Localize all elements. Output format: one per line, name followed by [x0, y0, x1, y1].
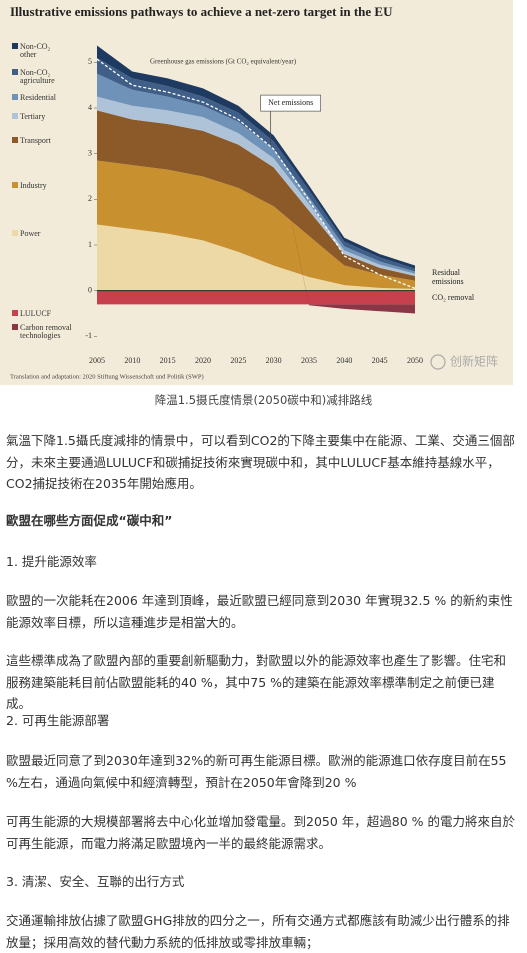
legend-swatch — [12, 113, 18, 119]
chart: Illustrative emissions pathways to achie… — [0, 0, 513, 385]
watermark: 创新矩阵 — [450, 354, 498, 369]
x-tick-label: 2025 — [230, 356, 246, 365]
y-tick-label: 4 — [88, 103, 92, 112]
y-tick-label: 1 — [88, 240, 92, 249]
area — [97, 96, 415, 277]
legend-swatch — [12, 137, 18, 143]
legend-label: Non-CO₂ other — [20, 41, 51, 59]
paragraph: 氣溫下降1.5攝氏度減排的情景中，可以看到CO2的下降主要集中在能源、工業、交通… — [6, 433, 515, 491]
area — [97, 224, 415, 291]
legend-swatch — [12, 310, 18, 316]
legend-label: Residential — [20, 92, 56, 102]
legend-label: Tertiary — [20, 111, 46, 121]
paragraph: 這些標準成為了歐盟內部的重要創新驅動力，對歐盟以外的能源效率也產生了影響。住宅和… — [6, 653, 507, 711]
source: Translation and adaptation: 2020 Stiftun… — [10, 373, 204, 380]
legend-swatch — [12, 94, 18, 100]
chart-svg: Illustrative emissions pathways to achie… — [0, 0, 513, 385]
y-tick-label: 2 — [88, 194, 92, 203]
paragraph: 歐盟的一次能耗在2006 年達到頂峰，最近歐盟已經同意到2030 年實現32.5… — [6, 593, 513, 630]
area — [97, 110, 415, 281]
callout-label: Net emissions — [268, 98, 313, 107]
legend-label: Carbon removal technologies — [20, 322, 72, 340]
paragraph: 交通運輸排放佔據了歐盟GHG排放的四分之一，所有交通方式都應該有助減少出行體系的… — [6, 913, 510, 950]
subheading: 2. 可再生能源部署 — [6, 713, 110, 728]
legend-label: Industry — [20, 180, 47, 190]
legend-swatch — [12, 324, 18, 330]
x-tick-label: 2030 — [266, 356, 282, 365]
area — [97, 160, 415, 289]
x-tick-label: 2005 — [89, 356, 105, 365]
area — [97, 73, 415, 274]
area — [97, 290, 415, 305]
watermark-icon — [430, 354, 446, 370]
y-tick-label: 0 — [88, 285, 92, 294]
subheading: 3. 清潔、安全、互聯的出行方式 — [6, 874, 185, 889]
x-tick-label: 2020 — [195, 356, 211, 365]
y-axis-label: Greenhouse gas emissions (Gt CO₂ equival… — [150, 58, 297, 66]
x-tick-label: 2045 — [372, 356, 388, 365]
caption: 降温1.5摄氏度情景(2050碳中和)减排路线 — [154, 393, 373, 407]
legend-label: Non-CO₂ agriculture — [20, 67, 55, 85]
y-tick-label: -1 — [85, 331, 92, 340]
legend-swatch — [12, 43, 18, 49]
paragraph: 歐盟最近同意了到2030年達到32%的新可再生能源目標。歐洲的能源進口依存度目前… — [6, 753, 507, 790]
area — [97, 57, 415, 272]
annotation: CO₂ removal — [432, 293, 475, 302]
heading: 歐盟在哪些方面促成“碳中和” — [6, 513, 173, 528]
annotation: Residual emissions — [432, 268, 464, 286]
x-tick-label: 2050 — [407, 356, 423, 365]
legend-label: Transport — [20, 135, 51, 145]
y-tick-label: 3 — [88, 149, 92, 158]
legend-swatch — [12, 230, 18, 236]
x-tick-label: 2015 — [160, 356, 176, 365]
line — [96, 58, 416, 289]
x-tick-label: 2010 — [124, 356, 140, 365]
subheading: 1. 提升能源效率 — [6, 554, 97, 569]
paragraph: 可再生能源的大規模部署將去中心化並增加發電量。到2050 年，超過80 % 的電… — [6, 814, 516, 851]
legend-swatch — [12, 69, 18, 75]
x-tick-label: 2040 — [336, 356, 352, 365]
chart-title: Illustrative emissions pathways to achie… — [10, 4, 393, 19]
callout-box — [260, 94, 322, 112]
legend-label: Power — [20, 228, 41, 238]
legend-label: LULUCF — [20, 308, 52, 318]
x-tick-label: 2035 — [301, 356, 317, 365]
y-tick-label: 5 — [88, 57, 92, 66]
legend-swatch — [12, 182, 18, 188]
